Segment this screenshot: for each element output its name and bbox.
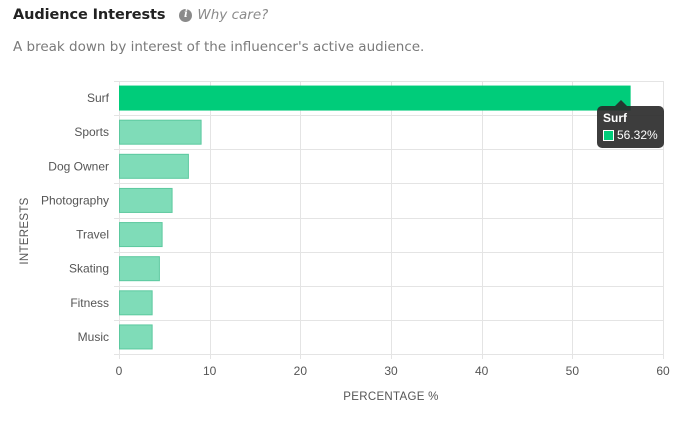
y-tick-label: Surf — [87, 91, 110, 105]
tooltip-row: 56.32% — [603, 128, 658, 142]
chart-grid — [114, 81, 664, 359]
card-header: Audience Interests i Why care? — [13, 7, 268, 23]
tooltip-swatch — [603, 129, 614, 141]
x-tick-label: 0 — [116, 364, 123, 378]
bar-photography[interactable] — [119, 187, 173, 213]
y-tick-label: Sports — [74, 125, 109, 139]
bar-fitness[interactable] — [119, 290, 153, 316]
x-tick-label: 20 — [294, 364, 308, 378]
y-tick-label: Skating — [69, 262, 109, 276]
y-tick-label: Photography — [41, 193, 109, 207]
x-tick-label: 50 — [566, 364, 580, 378]
x-tick-labels: 0 10 20 30 40 50 60 — [116, 364, 670, 378]
x-tick-label: 40 — [475, 364, 489, 378]
why-care-link[interactable]: Why care? — [197, 7, 269, 23]
card-subtitle: A break down by interest of the influenc… — [13, 39, 425, 55]
y-tick-labels: Surf Sports Dog Owner Photography Travel Skat… — [41, 91, 110, 344]
bar-tooltip: Surf 56.32% — [597, 100, 664, 148]
bar-surf[interactable] — [119, 85, 631, 111]
tooltip-value: 56.32% — [617, 128, 658, 142]
y-tick-label: Dog Owner — [48, 159, 109, 173]
tooltip-caret — [615, 100, 627, 106]
bar-skating[interactable] — [119, 256, 160, 282]
x-tick-label: 30 — [384, 364, 398, 378]
y-tick-label: Music — [78, 330, 109, 344]
bar-sports[interactable] — [119, 119, 202, 145]
y-tick-label: Fitness — [70, 296, 109, 310]
bar-dog-owner[interactable] — [119, 153, 189, 179]
x-axis-title: PERCENTAGE % — [343, 391, 438, 403]
y-axis-title: INTERESTS — [19, 197, 31, 264]
x-tick-label: 10 — [203, 364, 217, 378]
card-title: Audience Interests — [13, 7, 166, 23]
y-tick-label: Travel — [76, 228, 109, 242]
chart-bars — [119, 85, 631, 350]
x-tick-label: 60 — [656, 364, 670, 378]
tooltip-title: Surf — [603, 111, 627, 125]
info-icon[interactable]: i — [179, 8, 193, 22]
bar-travel[interactable] — [119, 222, 163, 248]
bar-music[interactable] — [119, 324, 153, 350]
